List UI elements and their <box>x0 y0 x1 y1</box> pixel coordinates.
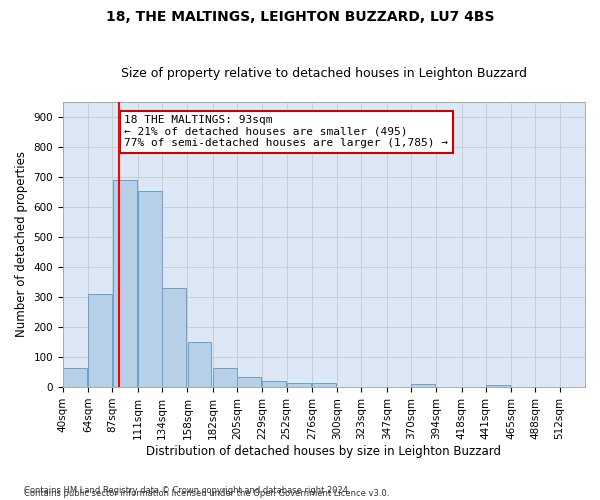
Bar <box>88 294 112 387</box>
Bar <box>113 180 137 387</box>
Bar <box>188 342 211 387</box>
Bar <box>162 288 186 387</box>
Bar <box>213 368 237 387</box>
Y-axis label: Number of detached properties: Number of detached properties <box>15 152 28 338</box>
Text: 18, THE MALTINGS, LEIGHTON BUZZARD, LU7 4BS: 18, THE MALTINGS, LEIGHTON BUZZARD, LU7 … <box>106 10 494 24</box>
Text: 18 THE MALTINGS: 93sqm
← 21% of detached houses are smaller (495)
77% of semi-de: 18 THE MALTINGS: 93sqm ← 21% of detached… <box>124 115 448 148</box>
Bar <box>237 376 261 387</box>
Bar <box>312 383 336 387</box>
Bar <box>411 384 435 387</box>
Text: Contains HM Land Registry data © Crown copyright and database right 2024.: Contains HM Land Registry data © Crown c… <box>24 486 350 495</box>
X-axis label: Distribution of detached houses by size in Leighton Buzzard: Distribution of detached houses by size … <box>146 444 502 458</box>
Title: Size of property relative to detached houses in Leighton Buzzard: Size of property relative to detached ho… <box>121 66 527 80</box>
Bar <box>63 368 87 387</box>
Text: Contains public sector information licensed under the Open Government Licence v3: Contains public sector information licen… <box>24 488 389 498</box>
Bar <box>262 381 286 387</box>
Bar <box>138 192 162 387</box>
Bar <box>287 383 311 387</box>
Bar <box>486 384 510 387</box>
